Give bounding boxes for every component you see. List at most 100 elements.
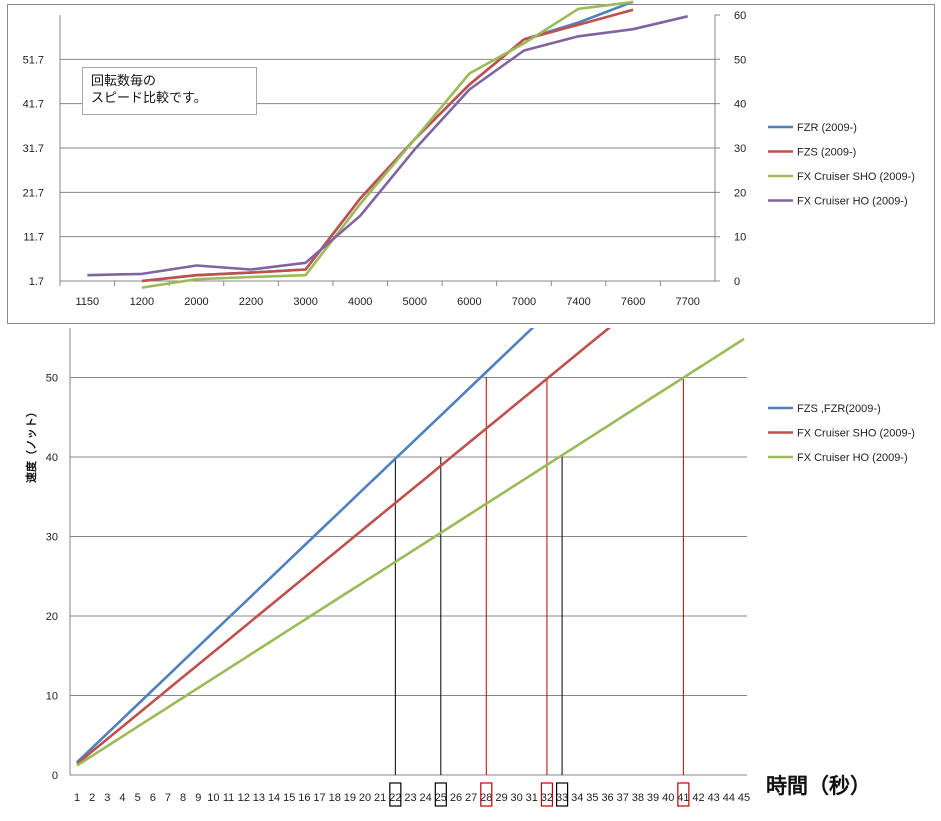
top-x-tick: 7000 xyxy=(512,296,536,308)
bottom-x-tick: 43 xyxy=(708,792,720,804)
top-y-left-tick: 51.7 xyxy=(23,54,44,66)
bottom-x-tick: 25 xyxy=(435,792,447,804)
bottom-series-line xyxy=(76,337,745,767)
top-x-tick: 1200 xyxy=(130,296,154,308)
top-x-tick: 7400 xyxy=(566,296,590,308)
bottom-x-tick: 18 xyxy=(329,792,341,804)
bottom-x-tick: 31 xyxy=(526,792,538,804)
bottom-x-tick: 21 xyxy=(374,792,386,804)
bottom-x-tick: 20 xyxy=(359,792,371,804)
top-chart-axes: 1.7 11.7 21.7 31.7 41.7 51.7 0 10 20 30 40 50 60 1150… xyxy=(23,10,747,308)
bottom-x-tick: 14 xyxy=(268,792,280,804)
bottom-x-tick: 33 xyxy=(556,792,568,804)
bottom-chart-markers xyxy=(389,377,690,807)
bottom-marker-box xyxy=(480,782,493,807)
bottom-x-tick: 2 xyxy=(89,792,95,804)
top-x-tick: 7600 xyxy=(621,296,645,308)
bottom-x-tick: 5 xyxy=(135,792,141,804)
top-x-tick: 4000 xyxy=(348,296,372,308)
bottom-x-tick: 13 xyxy=(253,792,265,804)
bottom-x-tick: 26 xyxy=(450,792,462,804)
top-x-tick: 6000 xyxy=(457,296,481,308)
top-legend-entry: FZS (2009-) xyxy=(797,147,856,159)
bottom-y-tick: 20 xyxy=(46,611,58,623)
bottom-series-line xyxy=(76,328,611,765)
top-y-left-tick: 31.7 xyxy=(23,143,44,155)
top-series-line xyxy=(141,0,634,283)
top-y-left-tick: 11.7 xyxy=(23,232,44,244)
bottom-x-tick: 17 xyxy=(313,792,325,804)
top-y-right-tick: 40 xyxy=(734,99,746,111)
bottom-x-tick: 32 xyxy=(541,792,553,804)
top-chart-series xyxy=(87,0,688,289)
bottom-x-tick: 6 xyxy=(150,792,156,804)
top-y-right-tick: 50 xyxy=(734,54,746,66)
bottom-marker-box xyxy=(434,782,447,807)
bottom-x-tick: 42 xyxy=(692,792,704,804)
bottom-y-tick: 0 xyxy=(52,770,58,782)
bottom-chart-x-axis-label: 時間（秒） xyxy=(766,774,871,798)
top-y-right-tick: 10 xyxy=(734,232,746,244)
top-chart-gridlines xyxy=(60,58,715,238)
bottom-chart-series xyxy=(76,328,745,767)
bottom-chart-gridlines xyxy=(70,377,747,696)
top-y-left-tick: 21.7 xyxy=(23,187,44,199)
top-y-right-tick: 60 xyxy=(734,10,746,22)
bottom-x-tick: 41 xyxy=(677,792,689,804)
top-legend-entry: FZR (2009-) xyxy=(797,122,857,134)
bottom-x-tick: 4 xyxy=(119,792,125,804)
bottom-y-tick: 40 xyxy=(46,452,58,464)
bottom-x-tick: 1 xyxy=(74,792,80,804)
top-x-tick: 7700 xyxy=(675,296,699,308)
top-y-right-tick: 20 xyxy=(734,187,746,199)
bottom-x-tick: 40 xyxy=(662,792,674,804)
top-x-tick: 2200 xyxy=(239,296,263,308)
bottom-x-tick: 19 xyxy=(344,792,356,804)
bottom-x-tick: 27 xyxy=(465,792,477,804)
bottom-legend-entry: FX Cruiser SHO (2009-) xyxy=(797,428,915,440)
top-series-line xyxy=(141,0,634,289)
bottom-x-tick: 3 xyxy=(104,792,110,804)
annotation-box: 回転数毎の スピード比較です。 xyxy=(82,67,257,115)
top-x-tick: 2000 xyxy=(184,296,208,308)
bottom-chart-legend: FZS ,FZR(2009-) FX Cruiser SHO (2009-) FX … xyxy=(768,403,915,464)
top-chart-legend: FZR (2009-) FZS (2009-) FX Cruiser SHO (20… xyxy=(768,122,915,208)
top-legend-entry: FX Cruiser SHO (2009-) xyxy=(797,171,915,183)
bottom-x-tick: 30 xyxy=(510,792,522,804)
bottom-chart-y-axis-label: 速度（ノット） xyxy=(25,406,38,483)
top-x-tick: 1150 xyxy=(75,296,99,308)
bottom-x-tick: 24 xyxy=(420,792,432,804)
bottom-x-tick: 35 xyxy=(586,792,598,804)
bottom-legend-entry: FX Cruiser HO (2009-) xyxy=(797,452,908,464)
bottom-x-tick: 39 xyxy=(647,792,659,804)
top-series-line xyxy=(87,15,688,277)
bottom-marker-box xyxy=(677,782,690,807)
top-y-right-tick: 0 xyxy=(734,276,740,288)
bottom-x-tick: 8 xyxy=(180,792,186,804)
bottom-x-tick: 29 xyxy=(495,792,507,804)
bottom-x-tick: 15 xyxy=(283,792,295,804)
top-x-tick: 5000 xyxy=(403,296,427,308)
bottom-x-tick: 10 xyxy=(207,792,219,804)
bottom-x-tick: 38 xyxy=(632,792,644,804)
top-x-tick: 3000 xyxy=(293,296,317,308)
bottom-x-tick: 28 xyxy=(480,792,492,804)
bottom-series-line xyxy=(76,328,535,764)
top-y-right-tick: 30 xyxy=(734,143,746,155)
bottom-x-tick: 34 xyxy=(571,792,583,804)
bottom-x-tick: 16 xyxy=(298,792,310,804)
bottom-marker-box xyxy=(555,782,569,807)
top-y-left-tick: 1.7 xyxy=(29,276,44,288)
bottom-x-tick: 11 xyxy=(223,792,234,804)
bottom-x-tick: 44 xyxy=(723,792,735,804)
bottom-x-tick: 23 xyxy=(404,792,416,804)
bottom-x-tick: 22 xyxy=(389,792,401,804)
bottom-y-tick: 10 xyxy=(46,691,58,703)
top-series-line xyxy=(141,8,634,283)
bottom-y-tick: 50 xyxy=(46,373,58,385)
bottom-marker-box xyxy=(540,782,554,807)
bottom-x-tick: 37 xyxy=(617,792,629,804)
bottom-x-tick: 36 xyxy=(601,792,613,804)
